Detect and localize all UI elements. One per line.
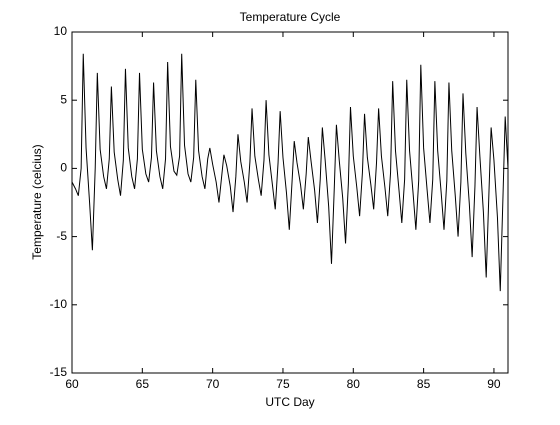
- x-tick-label: 90: [487, 377, 501, 391]
- x-tick-label: 85: [417, 377, 431, 391]
- x-tick-label: 65: [136, 377, 150, 391]
- x-axis-label: UTC Day: [265, 395, 314, 409]
- y-tick-label: 0: [60, 161, 67, 175]
- x-tick-label: 75: [276, 377, 290, 391]
- y-tick-label: -10: [50, 297, 68, 311]
- plot-area: [71, 31, 509, 374]
- y-tick-label: 10: [54, 24, 68, 38]
- y-tick-label: -5: [56, 229, 67, 243]
- chart-title: Temperature Cycle: [240, 10, 341, 24]
- x-tick-label: 60: [65, 377, 79, 391]
- x-tick-label: 70: [206, 377, 220, 391]
- x-tick-label: 80: [347, 377, 361, 391]
- data-line: [71, 53, 509, 292]
- y-tick-label: -15: [50, 365, 68, 379]
- y-tick-label: 5: [60, 92, 67, 106]
- y-axis-label: Temperature (celcius): [30, 144, 44, 259]
